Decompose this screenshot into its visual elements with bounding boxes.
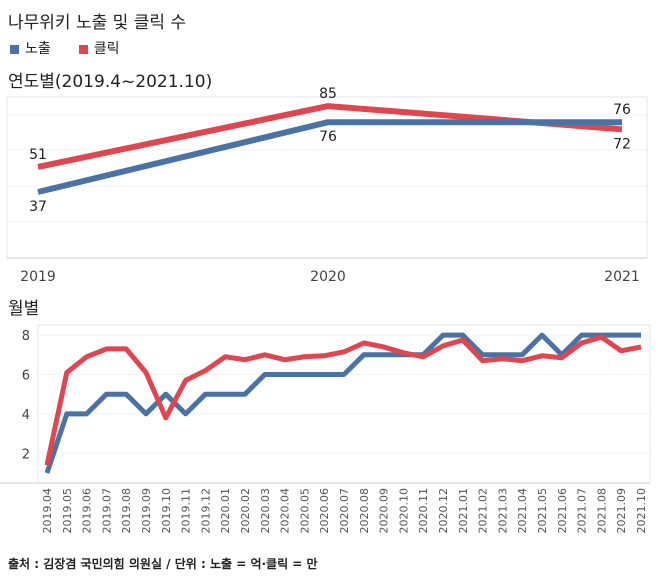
x-tick-label: 2019 — [20, 269, 56, 285]
x-tick-label: 2021.05 — [536, 488, 549, 534]
x-tick-label: 2020 — [310, 269, 346, 285]
x-tick-label: 2021.09 — [615, 488, 628, 534]
data-label: 72 — [613, 136, 631, 152]
legend-label: 노출 — [25, 41, 51, 57]
x-tick-label: 2019.06 — [81, 488, 94, 534]
x-tick-label: 2021.08 — [595, 488, 608, 534]
monthly-chart-title: 월별 — [8, 299, 40, 319]
x-tick-label: 2021.02 — [477, 488, 490, 534]
legend-item-clicks: 클릭 — [78, 38, 120, 58]
legend-label: 클릭 — [93, 41, 120, 57]
legend-swatch-icon — [78, 44, 88, 54]
chart-title: 나무위키 노출 및 클릭 수 — [8, 13, 187, 33]
x-tick-label: 2020.11 — [417, 488, 430, 534]
legend-item-impressions: 노출 — [10, 38, 51, 58]
x-tick-label: 2020.09 — [378, 488, 391, 534]
x-tick-label: 2019.12 — [199, 488, 212, 534]
x-tick-label: 2020.03 — [259, 488, 272, 534]
series-line-impressions — [44, 332, 641, 474]
x-tick-label: 2019.11 — [180, 488, 193, 534]
y-tick-label: 2 — [22, 447, 30, 462]
x-tick-label: 2019.04 — [41, 488, 54, 534]
legend: 노출 클릭 — [10, 38, 120, 58]
data-label: 76 — [613, 102, 631, 118]
source-footer: 출처 : 김장겸 국민의힘 의원실 / 단위 : 노출 = 억·클릭 = 만 — [8, 557, 318, 571]
x-tick-label: 2020.08 — [358, 488, 371, 534]
x-tick-label: 2021.07 — [576, 488, 589, 534]
x-tick-label: 2020.04 — [279, 488, 292, 534]
x-tick-label: 2020.01 — [219, 488, 232, 534]
x-tick-label: 2021.04 — [516, 488, 529, 534]
x-tick-label: 2020.02 — [239, 488, 252, 534]
x-tick-label: 2021.10 — [635, 488, 648, 534]
y-tick-label: 4 — [22, 408, 30, 423]
x-tick-label: 2020.05 — [298, 488, 311, 534]
x-tick-label: 2020.06 — [318, 488, 331, 534]
y-tick-label: 6 — [22, 369, 30, 384]
x-tick-label: 2019.09 — [140, 488, 153, 534]
x-tick-label: 2021.01 — [457, 488, 470, 534]
y-tick-label: 8 — [22, 329, 30, 344]
x-tick-label: 2020.12 — [437, 488, 450, 534]
x-tick-label: 2020.10 — [397, 488, 410, 534]
x-tick-label: 2021.03 — [496, 488, 509, 534]
series-line-impressions — [37, 119, 622, 195]
series-line-clicks — [44, 334, 642, 466]
data-label: 85 — [319, 86, 337, 102]
x-tick-label: 2021.06 — [556, 488, 569, 534]
x-tick-label: 2019.05 — [61, 488, 74, 534]
x-tick-label: 2021 — [604, 269, 640, 285]
yearly-chart-title: 연도별(2019.4~2021.10) — [8, 72, 213, 92]
x-tick-label: 2019.07 — [100, 488, 113, 534]
x-tick-label: 2020.07 — [338, 488, 351, 534]
data-label: 37 — [29, 199, 47, 215]
x-tick-label: 2019.10 — [160, 488, 173, 534]
data-label: 76 — [319, 129, 337, 145]
data-label: 51 — [29, 147, 47, 163]
x-tick-label: 2019.08 — [120, 488, 133, 534]
legend-swatch-icon — [10, 44, 19, 54]
